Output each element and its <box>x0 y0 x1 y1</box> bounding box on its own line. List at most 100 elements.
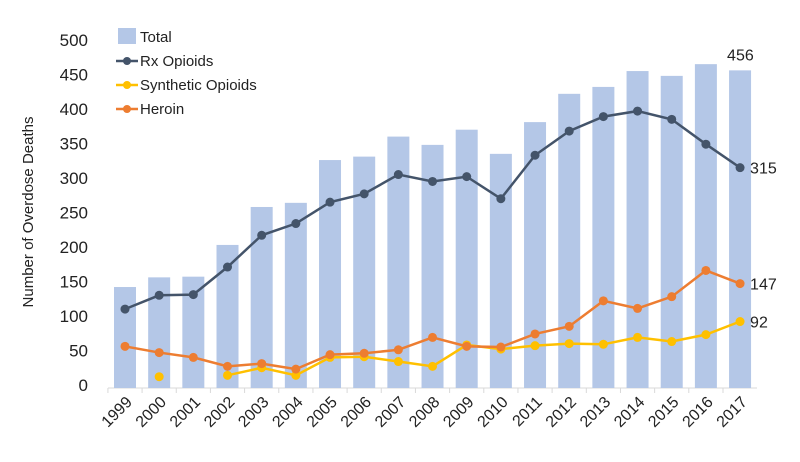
point-heroin <box>428 332 438 342</box>
y-tick-label: 250 <box>60 204 88 223</box>
point-heroin <box>120 341 130 351</box>
point-heroin <box>359 348 369 358</box>
point-heroin <box>667 292 677 302</box>
bar-total <box>489 153 512 388</box>
y-tick-label: 0 <box>79 376 88 395</box>
point-rx-opioids <box>564 126 574 136</box>
data-label-synthetic-opioids: 92 <box>750 315 768 332</box>
point-synthetic-opioids <box>393 357 403 367</box>
data-label-total: 456 <box>727 47 754 64</box>
y-tick-label: 350 <box>60 135 88 154</box>
point-heroin <box>564 321 574 331</box>
bar-total <box>148 277 171 388</box>
point-heroin <box>325 350 335 360</box>
x-tick-label: 2014 <box>611 394 648 431</box>
x-tick-label: 2007 <box>372 394 409 431</box>
point-synthetic-opioids <box>428 361 438 371</box>
point-heroin <box>633 303 643 313</box>
bar-total <box>387 136 410 388</box>
legend-label: Synthetic Opioids <box>140 77 257 94</box>
bar-total <box>421 144 444 388</box>
point-rx-opioids <box>530 150 540 160</box>
legend-label: Rx Opioids <box>140 53 213 70</box>
legend-swatch-marker <box>123 105 131 113</box>
point-heroin <box>735 279 745 289</box>
y-tick-label: 300 <box>60 169 88 188</box>
point-rx-opioids <box>291 219 301 229</box>
point-rx-opioids <box>325 197 335 207</box>
y-tick-label: 400 <box>60 100 88 119</box>
point-rx-opioids <box>223 262 233 272</box>
x-tick-label: 2017 <box>714 394 751 431</box>
y-axis-label: Number of Overdose Deaths <box>20 117 37 308</box>
point-rx-opioids <box>496 194 506 204</box>
point-synthetic-opioids <box>598 339 608 349</box>
point-rx-opioids <box>257 230 267 240</box>
point-rx-opioids <box>735 163 745 173</box>
point-rx-opioids <box>428 176 438 186</box>
x-tick-label: 2006 <box>338 394 375 431</box>
point-heroin <box>257 359 267 369</box>
point-heroin <box>154 348 164 358</box>
point-heroin <box>462 341 472 351</box>
point-rx-opioids <box>667 114 677 124</box>
bar-total <box>114 287 136 388</box>
legend-swatch-total <box>118 28 136 44</box>
data-label-rx-opioids: 315 <box>750 161 777 178</box>
x-tick-label: 2005 <box>304 394 341 431</box>
legend-label: Total <box>140 29 172 46</box>
x-tick-label: 1999 <box>99 394 136 431</box>
y-tick-label: 100 <box>60 307 88 326</box>
x-tick-label: 2012 <box>543 394 580 431</box>
point-heroin <box>393 345 403 355</box>
bar-total <box>729 70 752 389</box>
point-heroin <box>701 265 711 275</box>
point-synthetic-opioids <box>291 370 301 380</box>
point-rx-opioids <box>154 290 164 300</box>
bar-total <box>353 156 376 388</box>
point-heroin <box>223 361 233 371</box>
legend-swatch-marker <box>123 81 131 89</box>
x-tick-label: 2010 <box>475 394 512 431</box>
bar-total <box>660 75 683 388</box>
y-tick-label: 450 <box>60 66 88 85</box>
point-rx-opioids <box>598 112 608 122</box>
point-synthetic-opioids <box>154 372 164 382</box>
bar-total <box>694 64 717 389</box>
x-tick-label: 2015 <box>645 394 682 431</box>
data-label-heroin: 147 <box>750 277 777 294</box>
bar-total <box>524 122 547 389</box>
point-synthetic-opioids <box>667 337 677 347</box>
x-tick-label: 2008 <box>406 394 443 431</box>
point-rx-opioids <box>462 172 472 182</box>
point-synthetic-opioids <box>223 370 233 380</box>
y-tick-label: 500 <box>60 31 88 50</box>
point-synthetic-opioids <box>735 317 745 327</box>
point-synthetic-opioids <box>530 341 540 351</box>
bar-total <box>558 93 581 388</box>
bar-total <box>216 244 239 388</box>
bar-total <box>319 160 342 388</box>
bar-total <box>182 276 205 388</box>
point-rx-opioids <box>359 189 369 199</box>
y-tick-label: 50 <box>69 342 88 361</box>
point-rx-opioids <box>188 290 198 300</box>
y-tick-label: 200 <box>60 238 88 257</box>
x-tick-label: 2003 <box>235 394 272 431</box>
x-tick-label: 2001 <box>167 394 204 431</box>
point-rx-opioids <box>633 106 643 116</box>
point-synthetic-opioids <box>633 332 643 342</box>
x-tick-label: 2016 <box>680 394 717 431</box>
x-tick-label: 2002 <box>201 394 238 431</box>
point-heroin <box>496 342 506 352</box>
bar-total <box>284 202 307 388</box>
x-tick-label: 2009 <box>440 394 477 431</box>
bar-total <box>592 86 615 389</box>
point-rx-opioids <box>701 139 711 149</box>
point-heroin <box>530 329 540 339</box>
point-synthetic-opioids <box>701 330 711 340</box>
x-tick-label: 2013 <box>577 394 614 431</box>
bar-total <box>626 71 649 389</box>
